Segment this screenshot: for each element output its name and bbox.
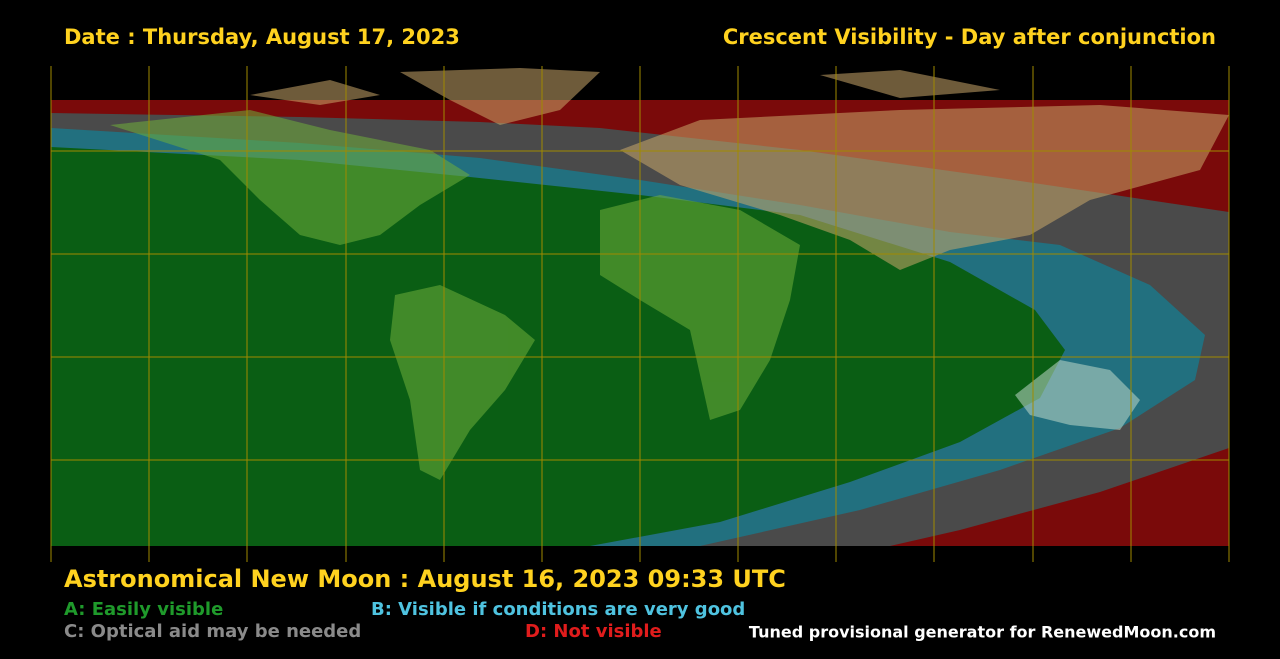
date: Date : Thursday, August 17, 2023 (64, 25, 460, 49)
legend-c: C: Optical aid may be needed (64, 621, 361, 642)
credit: Tuned provisional generator for RenewedM… (749, 623, 1216, 642)
land-australia (1015, 360, 1140, 430)
new-moon: Astronomical New Moon : August 16, 2023 … (64, 565, 786, 593)
zone-a (51, 147, 1065, 546)
land-south-america (390, 285, 535, 480)
legend-a: A: Easily visible (64, 599, 223, 620)
land-greenland (400, 68, 600, 125)
land-north-america (110, 110, 470, 245)
land-arctic (250, 70, 1000, 105)
land-eurasia (620, 105, 1229, 270)
legend-d: D: Not visible (525, 621, 662, 642)
land-africa (600, 195, 800, 420)
land (110, 68, 1229, 480)
graticule (50, 66, 1230, 562)
legend-b: B: Visible if conditions are very good (371, 599, 745, 620)
title: Crescent Visibility - Day after conjunct… (723, 25, 1216, 49)
map (50, 66, 1230, 562)
